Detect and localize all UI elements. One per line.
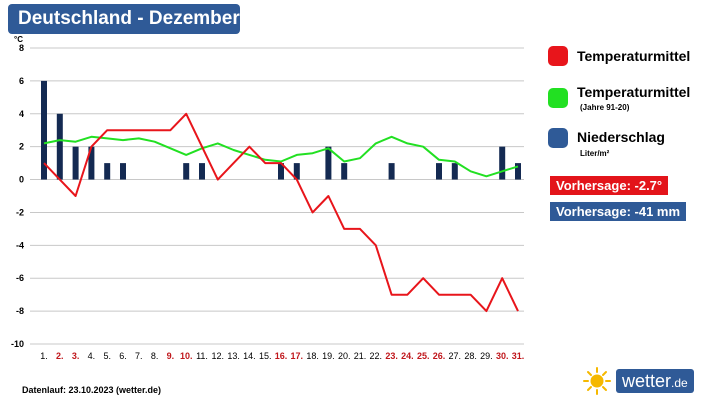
legend-sub-precip: Liter/m² xyxy=(580,149,610,158)
precip-bar xyxy=(515,163,521,180)
x-tick-label: 15. xyxy=(259,351,272,361)
y-tick-label: 6 xyxy=(19,76,24,86)
precip-bar xyxy=(41,80,47,180)
x-tick-label: 28. xyxy=(464,351,477,361)
precip-bar xyxy=(341,163,348,180)
precip-bar xyxy=(451,163,458,180)
x-tick-label: 3. xyxy=(72,351,80,361)
x-tick-label: 17. xyxy=(291,351,304,361)
x-tick-label: 14. xyxy=(243,351,256,361)
precip-bars xyxy=(41,80,521,180)
y-tick-label: -10 xyxy=(11,339,24,349)
gridlines xyxy=(30,47,524,345)
precip-bar xyxy=(499,146,506,180)
y-tick-label: 2 xyxy=(19,142,24,152)
x-tick-label: 26. xyxy=(433,351,446,361)
x-tick-label: 13. xyxy=(227,351,240,361)
x-tick-label: 22. xyxy=(370,351,383,361)
x-tick-label: 11. xyxy=(196,351,208,361)
x-tick-label: 12. xyxy=(212,351,225,361)
x-tick-label: 30. xyxy=(496,351,509,361)
precip-bar xyxy=(120,163,126,180)
y-axis: 8 6 4 2 0 -2 -4 -6 -8 -10 °C xyxy=(11,35,24,349)
precip-bar xyxy=(388,163,395,180)
precip-bar xyxy=(293,163,300,180)
sun-icon xyxy=(583,367,611,395)
x-tick-label: 4. xyxy=(88,351,96,361)
precip-bar xyxy=(88,146,95,180)
precip-bar xyxy=(278,163,284,180)
x-axis: 1. 2. 3. 4. 5. 6. 7. 8. 9. 10. 11. 12. 13. 14. 15. 16. 1… xyxy=(40,351,524,361)
temp-forecast-badge: Vorhersage: -2.7° xyxy=(550,176,669,195)
legend-label-temp-clim: Temperaturmittel xyxy=(577,84,691,100)
y-unit-label: °C xyxy=(14,35,23,44)
x-tick-label: 29. xyxy=(480,351,493,361)
x-tick-label: 9. xyxy=(167,351,175,361)
x-tick-label: 10. xyxy=(180,351,193,361)
data-run-footer: Datenlauf: 23.10.2023 (wetter.de) xyxy=(22,385,162,395)
x-tick-label: 25. xyxy=(417,351,430,361)
temperature-lines xyxy=(43,112,519,313)
x-tick-label: 8. xyxy=(151,351,159,361)
precip-bar xyxy=(199,163,205,180)
y-tick-label: -6 xyxy=(16,273,24,283)
x-tick-label: 24. xyxy=(401,351,414,361)
y-tick-label: -8 xyxy=(16,306,24,316)
x-tick-label: 31. xyxy=(512,351,525,361)
x-tick-label: 2. xyxy=(56,351,64,361)
precip-bar xyxy=(72,146,79,180)
logo-text: wetter xyxy=(622,371,672,391)
series-line xyxy=(43,135,519,178)
y-tick-label: -4 xyxy=(16,240,24,250)
legend-swatch-temp-mean xyxy=(548,46,568,66)
x-tick-label: 18. xyxy=(306,351,319,361)
x-tick-label: 23. xyxy=(385,351,398,361)
x-tick-label: 6. xyxy=(119,351,127,361)
legend-sub-temp-clim: (Jahre 91-20) xyxy=(580,103,630,112)
chart-title: Deutschland - Dezember xyxy=(8,4,240,34)
x-tick-label: 21. xyxy=(354,351,367,361)
x-tick-label: 7. xyxy=(135,351,143,361)
legend-swatch-temp-clim xyxy=(548,88,568,108)
legend-label-precip: Niederschlag xyxy=(577,129,665,145)
legend-label-temp-mean: Temperaturmittel xyxy=(577,48,691,64)
precip-bar xyxy=(325,146,332,180)
precip-bar xyxy=(183,163,190,180)
x-tick-label: 19. xyxy=(322,351,335,361)
y-tick-label: 4 xyxy=(19,109,24,119)
precip-bar xyxy=(436,163,442,180)
x-tick-label: 27. xyxy=(449,351,462,361)
series-line xyxy=(43,112,519,313)
x-tick-label: 20. xyxy=(338,351,351,361)
y-tick-label: -2 xyxy=(16,207,24,217)
y-tick-label: 0 xyxy=(19,175,24,185)
x-tick-label: 16. xyxy=(275,351,288,361)
wetter-de-logo[interactable]: wetter.de xyxy=(580,366,698,396)
legend-swatch-precip xyxy=(548,128,568,148)
x-tick-label: 5. xyxy=(103,351,111,361)
x-tick-label: 1. xyxy=(40,351,48,361)
logo-tld: .de xyxy=(671,376,688,390)
precip-bar xyxy=(56,113,63,180)
precip-forecast-badge: Vorhersage: -41 mm xyxy=(550,202,687,221)
y-tick-label: 8 xyxy=(19,43,24,53)
precip-bar xyxy=(104,163,111,180)
